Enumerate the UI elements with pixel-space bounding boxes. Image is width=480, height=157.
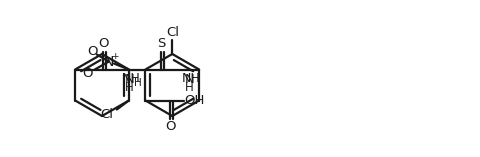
Text: H: H <box>125 81 133 94</box>
Text: O: O <box>165 120 176 133</box>
Text: Cl: Cl <box>166 25 179 38</box>
Text: N: N <box>184 73 194 86</box>
Text: O: O <box>87 45 98 58</box>
Text: S: S <box>157 37 165 50</box>
Text: H: H <box>134 78 142 87</box>
Text: NH: NH <box>122 72 141 85</box>
Text: Cl: Cl <box>100 108 113 121</box>
Text: NH: NH <box>182 72 201 85</box>
Text: OH: OH <box>184 94 204 107</box>
Text: O: O <box>98 37 108 50</box>
Text: ⁻O: ⁻O <box>76 67 94 80</box>
Text: H: H <box>185 81 193 94</box>
Text: N: N <box>124 73 134 86</box>
Text: +: + <box>111 52 119 61</box>
Text: N: N <box>104 54 114 68</box>
